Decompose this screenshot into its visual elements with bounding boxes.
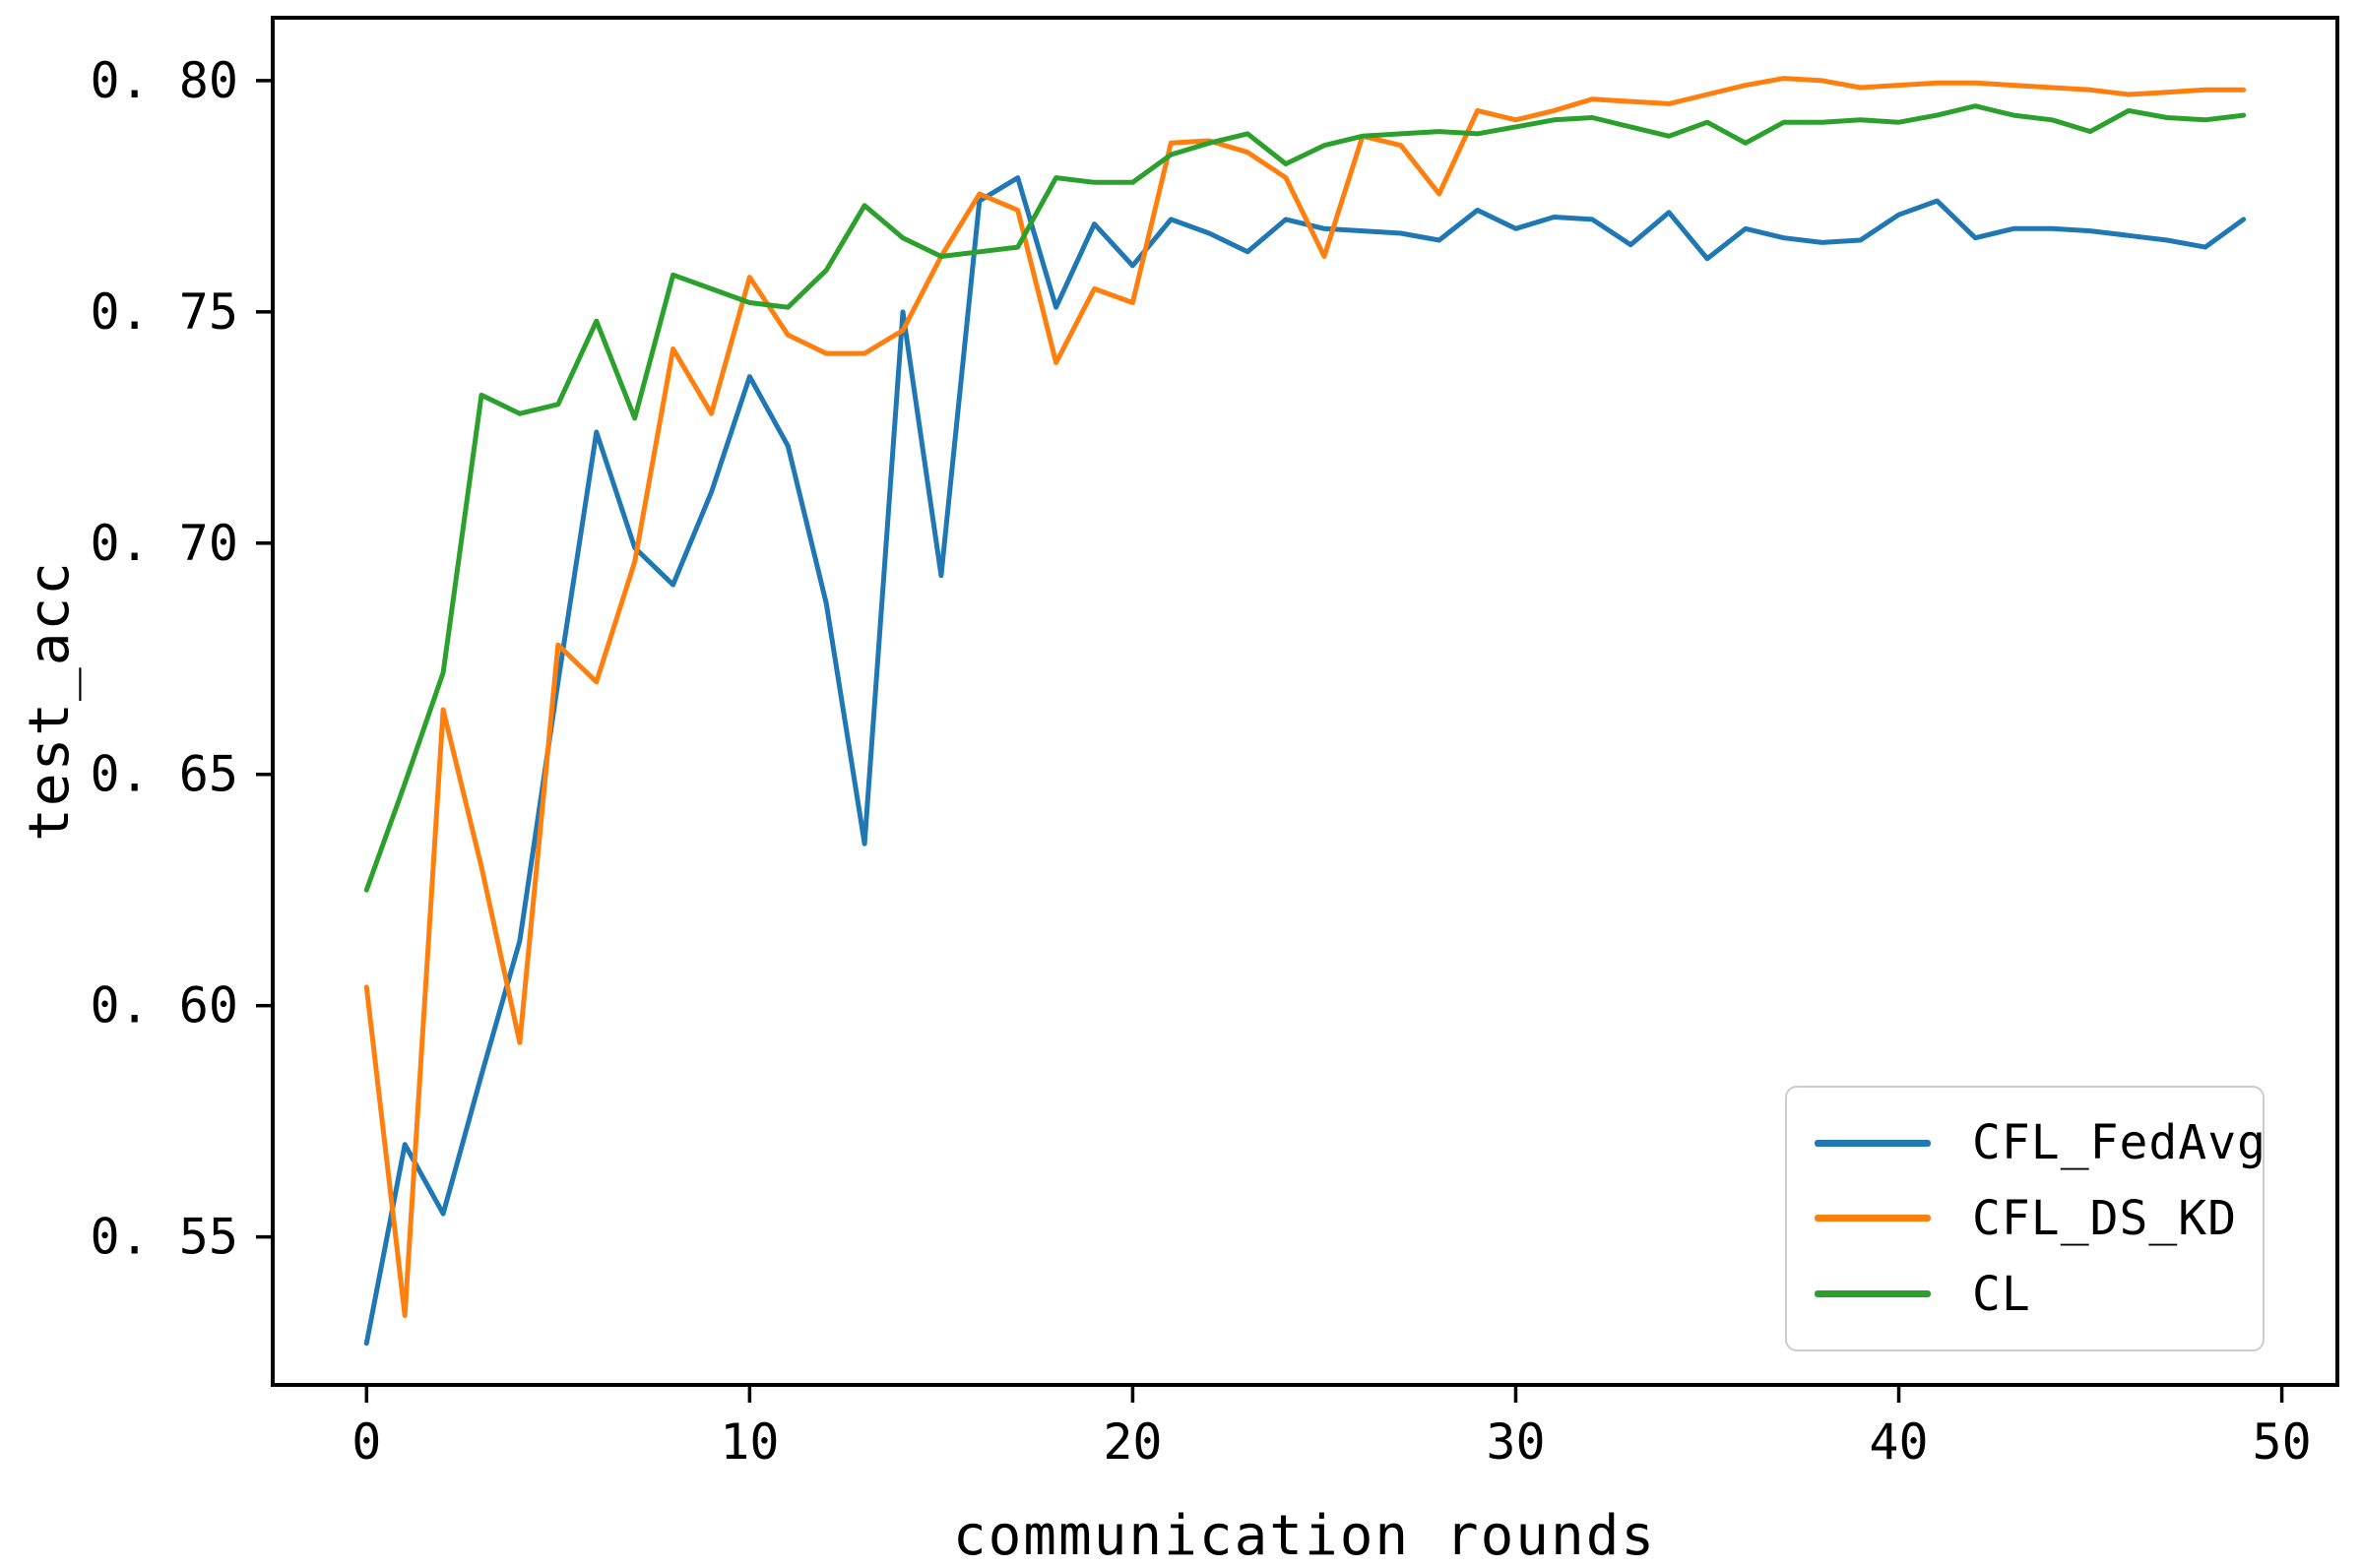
legend-line-swatch-CL	[1815, 1290, 1931, 1298]
x-tick-label: 0	[351, 1413, 381, 1471]
series-line-CFL_FedAvg	[363, 175, 2247, 1347]
x-tick-label: 40	[1869, 1413, 1928, 1471]
x-tick-label: 30	[1486, 1413, 1545, 1471]
x-tick-label: 50	[2252, 1413, 2311, 1471]
legend: CFL_FedAvg CFL_DS_KD CL	[1785, 1086, 2265, 1351]
x-tick-label: 10	[720, 1413, 779, 1471]
legend-label: CL	[1972, 1266, 2031, 1322]
legend-label: CFL_DS_KD	[1972, 1190, 2238, 1246]
y-tick-label: 0. 65	[90, 746, 238, 803]
legend-line-swatch-CFL_DS_KD	[1815, 1215, 1931, 1223]
x-tick-label: 20	[1103, 1413, 1162, 1471]
y-tick-label: 0. 75	[90, 283, 238, 341]
x-axis-label: communication rounds	[952, 1504, 1657, 1568]
y-axis-label: test_acc	[18, 560, 82, 842]
legend-item-CFL_DS_KD: CFL_DS_KD	[1787, 1187, 2263, 1250]
y-tick-label: 0. 55	[90, 1209, 238, 1266]
series-line-CL	[363, 103, 2247, 893]
y-tick-label: 0. 60	[90, 977, 238, 1035]
legend-item-CFL_FedAvg: CFL_FedAvg	[1787, 1111, 2266, 1174]
legend-item-CL: CL	[1787, 1263, 2263, 1326]
legend-label: CFL_FedAvg	[1972, 1115, 2266, 1171]
series-line-CFL_DS_KD	[363, 76, 2247, 1318]
y-tick-label: 0. 70	[90, 515, 238, 572]
plot-frame	[271, 16, 2339, 1387]
y-tick-label: 0. 80	[90, 52, 238, 109]
legend-line-swatch-CFL_FedAvg	[1815, 1139, 1931, 1147]
